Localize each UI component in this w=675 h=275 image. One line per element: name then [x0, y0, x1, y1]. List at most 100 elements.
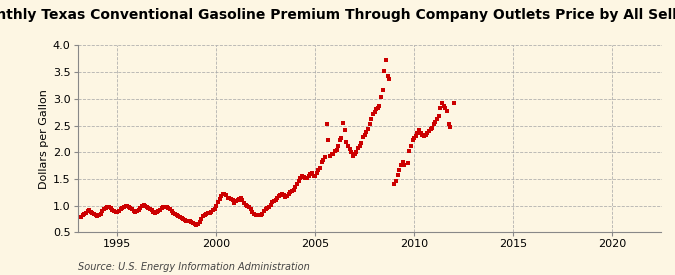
- Point: [305, 172, 316, 176]
- Point: [329, 149, 340, 153]
- Point: [180, 218, 190, 222]
- Point: [261, 207, 271, 211]
- Point: [338, 121, 349, 125]
- Point: [173, 214, 184, 219]
- Point: [246, 207, 256, 211]
- Point: [265, 203, 276, 207]
- Point: [105, 206, 116, 211]
- Point: [240, 202, 251, 207]
- Point: [420, 132, 431, 137]
- Point: [344, 147, 355, 151]
- Point: [140, 204, 151, 208]
- Point: [335, 138, 346, 143]
- Point: [308, 174, 319, 178]
- Point: [417, 132, 428, 137]
- Point: [281, 193, 292, 198]
- Point: [348, 154, 358, 158]
- Point: [430, 120, 441, 124]
- Point: [296, 174, 307, 178]
- Point: [205, 210, 215, 215]
- Point: [402, 161, 413, 165]
- Point: [267, 200, 277, 205]
- Point: [432, 116, 443, 121]
- Y-axis label: Dollars per Gallon: Dollars per Gallon: [38, 89, 49, 189]
- Point: [155, 208, 165, 212]
- Point: [120, 204, 131, 208]
- Point: [285, 190, 296, 194]
- Point: [190, 222, 200, 227]
- Point: [221, 193, 232, 197]
- Point: [157, 206, 167, 211]
- Point: [255, 213, 266, 217]
- Point: [252, 213, 263, 218]
- Point: [229, 201, 240, 205]
- Point: [242, 204, 253, 208]
- Point: [214, 197, 225, 201]
- Point: [213, 200, 223, 205]
- Point: [199, 213, 210, 217]
- Point: [362, 126, 373, 131]
- Point: [168, 210, 179, 215]
- Point: [97, 209, 108, 213]
- Point: [247, 210, 258, 214]
- Point: [135, 206, 146, 210]
- Point: [404, 149, 414, 153]
- Point: [298, 175, 309, 180]
- Point: [181, 218, 192, 223]
- Point: [317, 160, 327, 164]
- Point: [161, 205, 172, 210]
- Point: [244, 205, 254, 209]
- Point: [295, 176, 306, 181]
- Point: [249, 212, 260, 216]
- Point: [110, 210, 121, 214]
- Point: [151, 210, 162, 214]
- Point: [394, 168, 404, 173]
- Point: [358, 135, 369, 139]
- Point: [112, 210, 123, 214]
- Point: [407, 138, 418, 143]
- Point: [143, 206, 154, 210]
- Point: [310, 174, 321, 178]
- Point: [292, 182, 302, 186]
- Point: [340, 128, 350, 132]
- Point: [352, 146, 363, 151]
- Point: [80, 210, 91, 215]
- Point: [225, 197, 236, 202]
- Point: [384, 76, 395, 81]
- Point: [269, 199, 279, 203]
- Point: [102, 205, 113, 210]
- Point: [346, 150, 357, 155]
- Point: [95, 211, 106, 216]
- Point: [382, 74, 393, 79]
- Point: [279, 193, 290, 197]
- Point: [389, 182, 400, 186]
- Point: [158, 205, 169, 210]
- Point: [445, 125, 456, 129]
- Point: [109, 209, 119, 213]
- Point: [76, 215, 86, 219]
- Point: [94, 213, 105, 217]
- Point: [373, 106, 383, 110]
- Point: [333, 144, 344, 148]
- Text: Monthly Texas Conventional Gasoline Premium Through Company Outlets Price by All: Monthly Texas Conventional Gasoline Prem…: [0, 8, 675, 22]
- Point: [236, 196, 246, 200]
- Point: [351, 150, 362, 154]
- Point: [138, 202, 149, 207]
- Point: [311, 171, 322, 175]
- Point: [302, 176, 313, 180]
- Point: [369, 109, 380, 114]
- Point: [354, 144, 365, 148]
- Point: [303, 174, 314, 178]
- Point: [237, 198, 248, 202]
- Point: [425, 127, 436, 131]
- Point: [284, 192, 294, 196]
- Point: [440, 106, 451, 111]
- Point: [429, 122, 439, 127]
- Point: [125, 206, 136, 211]
- Point: [427, 125, 437, 130]
- Point: [127, 207, 138, 211]
- Point: [153, 209, 164, 213]
- Point: [259, 209, 269, 213]
- Point: [326, 152, 337, 156]
- Point: [408, 136, 419, 140]
